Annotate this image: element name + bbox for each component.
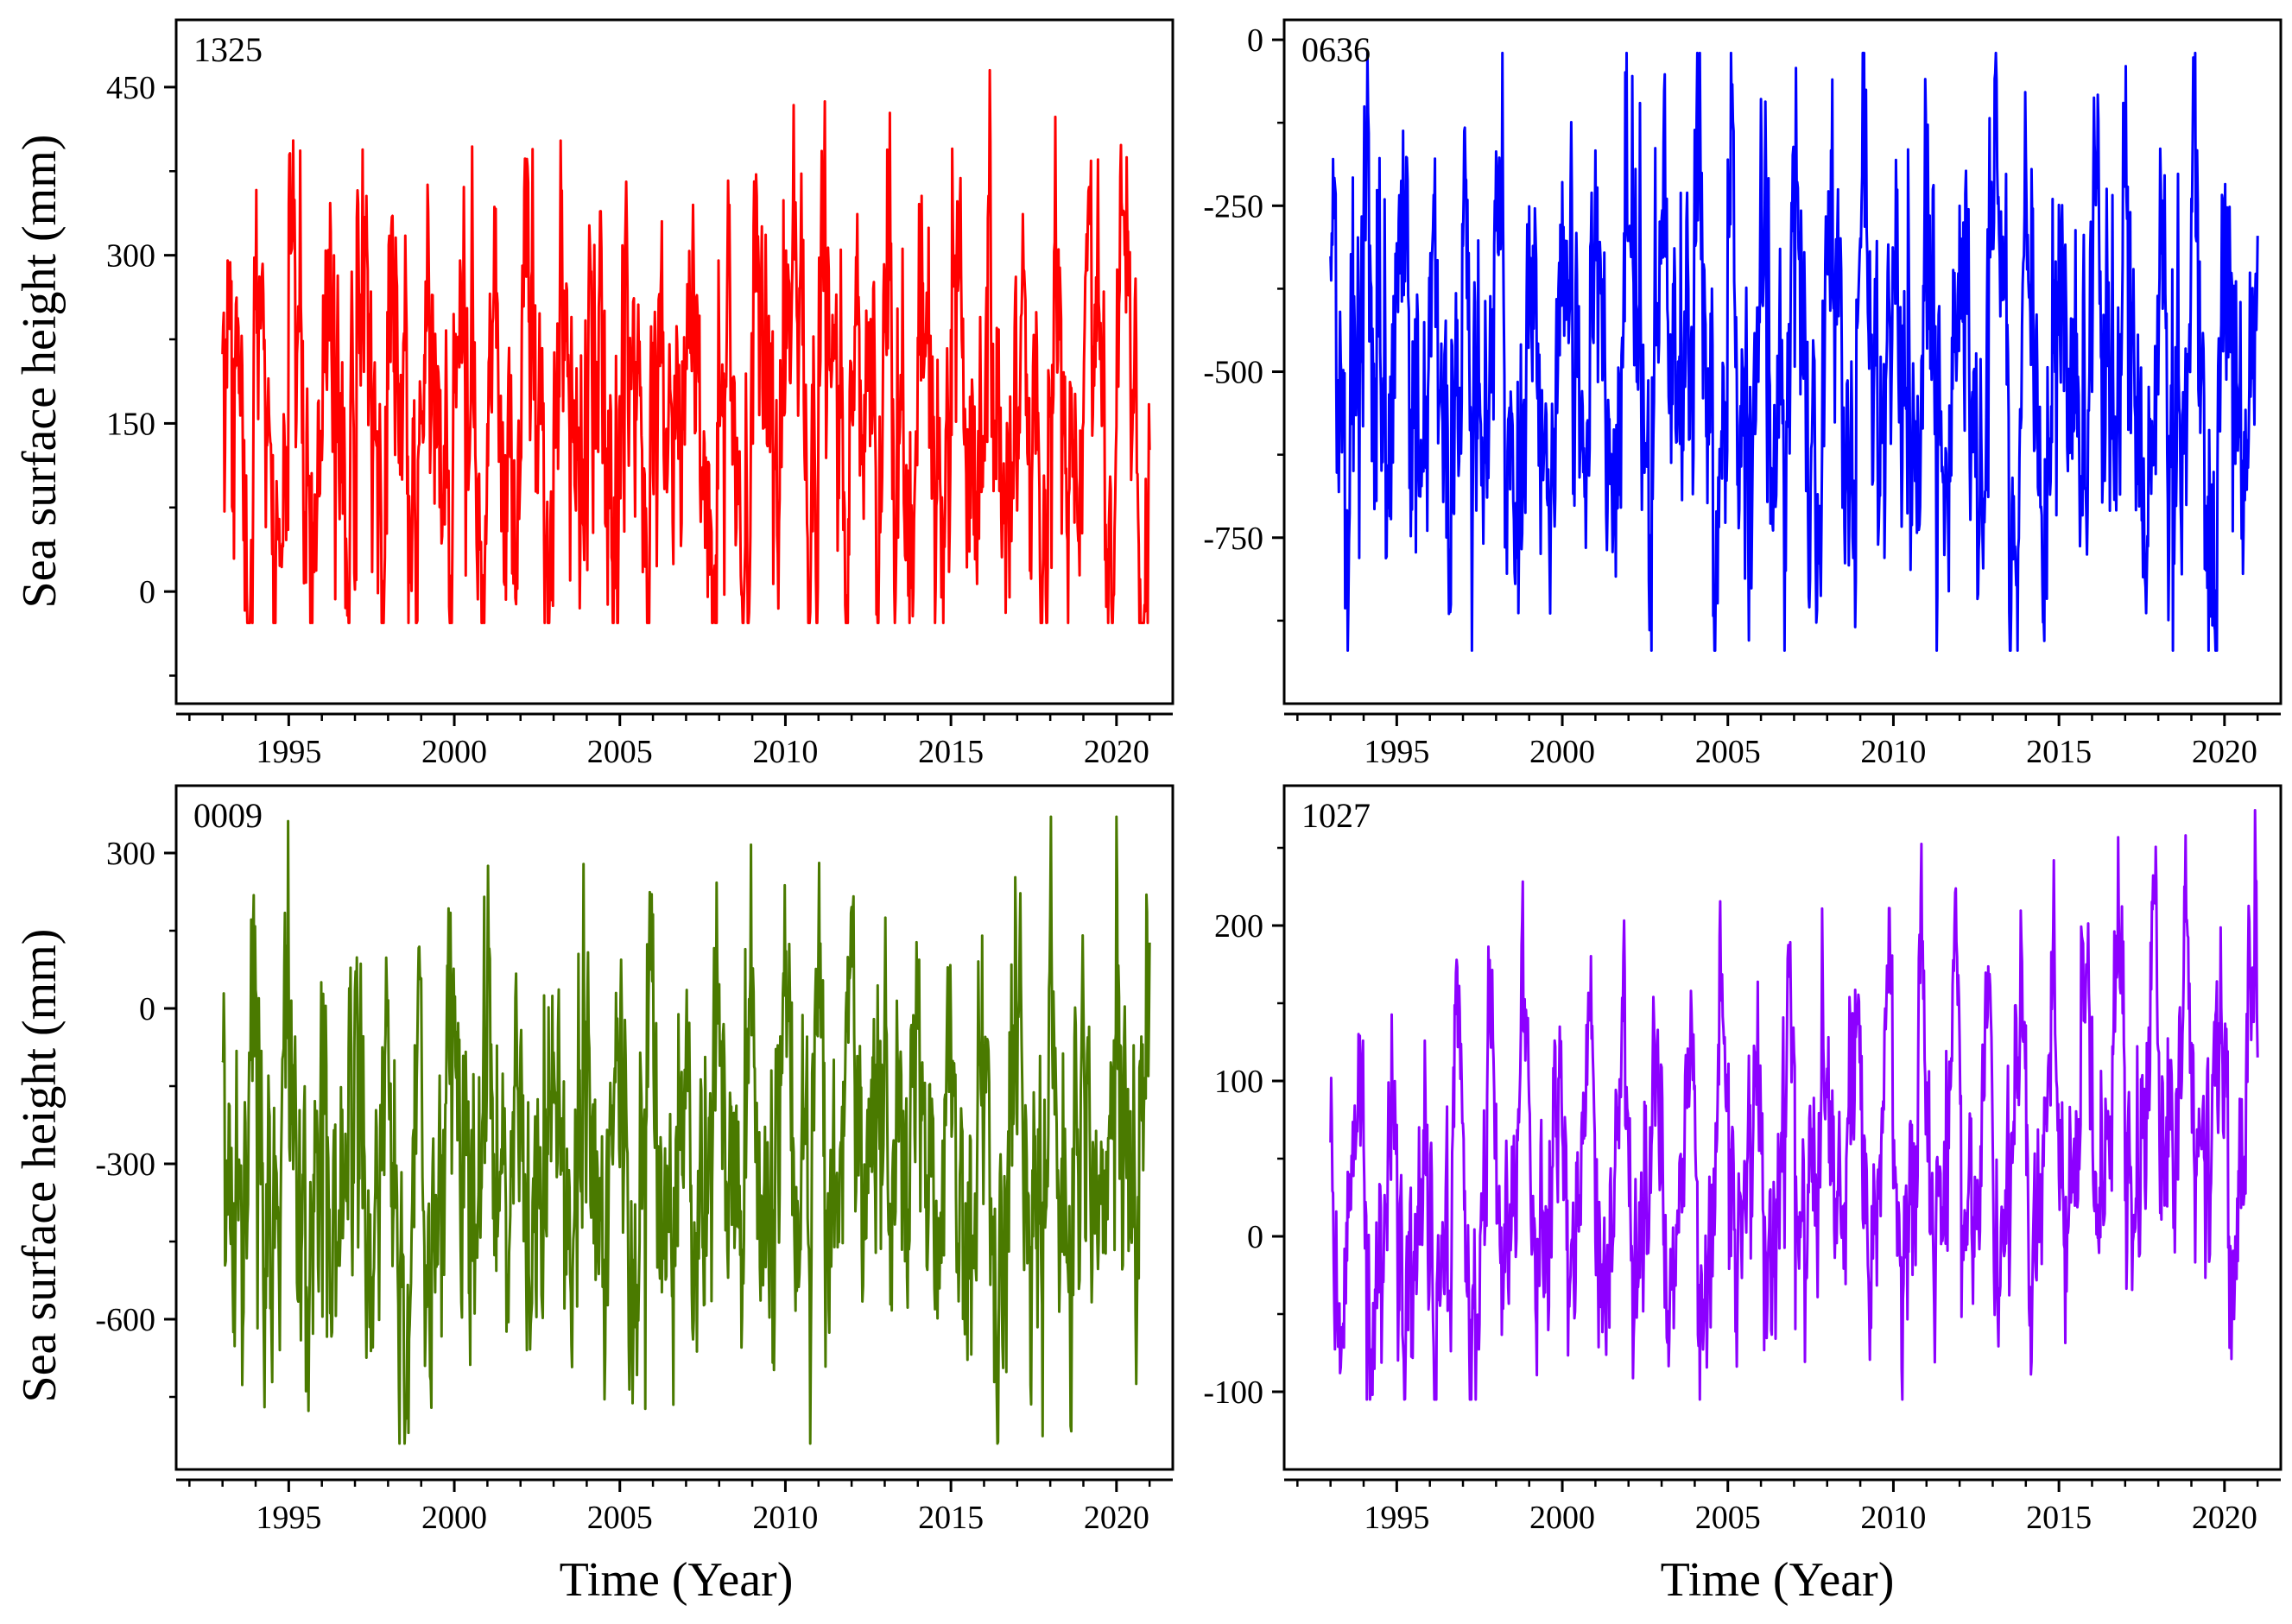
plot-frame bbox=[1282, 18, 2283, 705]
plot-frame bbox=[174, 784, 1174, 1471]
series-line-0636 bbox=[1329, 51, 2259, 652]
x-tick-label: 2000 bbox=[1529, 1500, 1595, 1536]
panel-id-label: 1325 bbox=[193, 30, 263, 69]
x-tick-label: 2010 bbox=[752, 1500, 818, 1536]
y-tick-label: -500 bbox=[1203, 355, 1263, 391]
x-tick-label: 2015 bbox=[918, 1500, 984, 1536]
plot-frame bbox=[1282, 784, 2283, 1471]
y-tick-label: 150 bbox=[106, 406, 155, 442]
y-tick-label: 100 bbox=[1214, 1064, 1263, 1100]
y-tick-label: 0 bbox=[139, 991, 155, 1027]
y-axis-title-bottom: Sea surface height (mm) bbox=[13, 929, 66, 1403]
panel-1325: 0 150 300 450 1995 2000 2005 2010 2015 2020 1325 bbox=[106, 18, 1174, 770]
x-tick-label: 2005 bbox=[587, 734, 653, 770]
y-tick-label: 300 bbox=[106, 836, 155, 872]
x-tick-label: 2005 bbox=[1695, 1500, 1761, 1536]
x-tick-label: 2015 bbox=[2026, 734, 2092, 770]
x-tick-label: 2000 bbox=[1529, 734, 1595, 770]
x-tick-label: 2010 bbox=[752, 734, 818, 770]
y-tick-label: 300 bbox=[106, 238, 155, 275]
y-tick-label: -100 bbox=[1203, 1374, 1263, 1411]
panel-1027: 200 100 0 -100 1995 2000 2005 2010 2015 2020 1027 bbox=[1203, 784, 2283, 1536]
x-tick-label: 2005 bbox=[1695, 734, 1761, 770]
x-tick-label: 1995 bbox=[256, 1500, 321, 1536]
x-tick-label: 1995 bbox=[1364, 1500, 1429, 1536]
plot-frame bbox=[174, 18, 1174, 705]
x-tick-label: 2020 bbox=[2192, 734, 2257, 770]
x-axis-title-right: Time (Year) bbox=[1661, 1553, 1895, 1607]
y-tick-label: 0 bbox=[1247, 1219, 1263, 1255]
x-tick-label: 1995 bbox=[1364, 734, 1429, 770]
y-tick-label: 0 bbox=[139, 574, 155, 610]
x-tick-label: 2000 bbox=[421, 734, 487, 770]
series-line-1325 bbox=[221, 68, 1151, 624]
x-tick-label: 2010 bbox=[1860, 734, 1926, 770]
x-tick-label: 1995 bbox=[256, 734, 321, 770]
x-tick-label: 2010 bbox=[1860, 1500, 1926, 1536]
panel-id-label: 1027 bbox=[1301, 796, 1371, 835]
y-tick-label: -300 bbox=[95, 1147, 155, 1183]
x-tick-label: 2015 bbox=[2026, 1500, 2092, 1536]
x-tick-label: 2000 bbox=[421, 1500, 487, 1536]
x-tick-label: 2015 bbox=[918, 734, 984, 770]
panel-0009: 300 0 -300 -600 1995 2000 2005 2010 2015 2020 0009 bbox=[95, 784, 1174, 1536]
panel-id-label: 0636 bbox=[1301, 30, 1371, 69]
x-tick-label: 2020 bbox=[2192, 1500, 2257, 1536]
y-tick-label: 450 bbox=[106, 70, 155, 106]
y-tick-label: 200 bbox=[1214, 908, 1263, 945]
series-line-1027 bbox=[1329, 809, 2259, 1401]
panel-id-label: 0009 bbox=[193, 796, 263, 835]
x-tick-label: 2020 bbox=[1084, 734, 1149, 770]
x-tick-label: 2005 bbox=[587, 1500, 653, 1536]
y-tick-label: -250 bbox=[1203, 188, 1263, 224]
x-axis-title-left: Time (Year) bbox=[560, 1553, 794, 1607]
y-tick-label: 0 bbox=[1247, 22, 1263, 59]
series-line-0009 bbox=[221, 815, 1151, 1445]
y-axis-title-top: Sea surface height (mm) bbox=[13, 135, 66, 609]
y-tick-label: -750 bbox=[1203, 521, 1263, 557]
x-tick-label: 2020 bbox=[1084, 1500, 1149, 1536]
y-tick-label: -600 bbox=[95, 1302, 155, 1338]
panel-0636: 0 -250 -500 -750 1995 2000 2005 2010 2015 2020 063… bbox=[1203, 18, 2283, 770]
